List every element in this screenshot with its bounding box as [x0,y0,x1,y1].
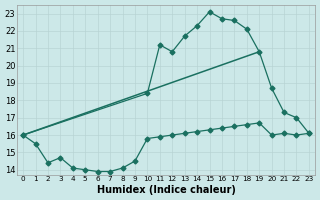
X-axis label: Humidex (Indice chaleur): Humidex (Indice chaleur) [97,185,236,195]
